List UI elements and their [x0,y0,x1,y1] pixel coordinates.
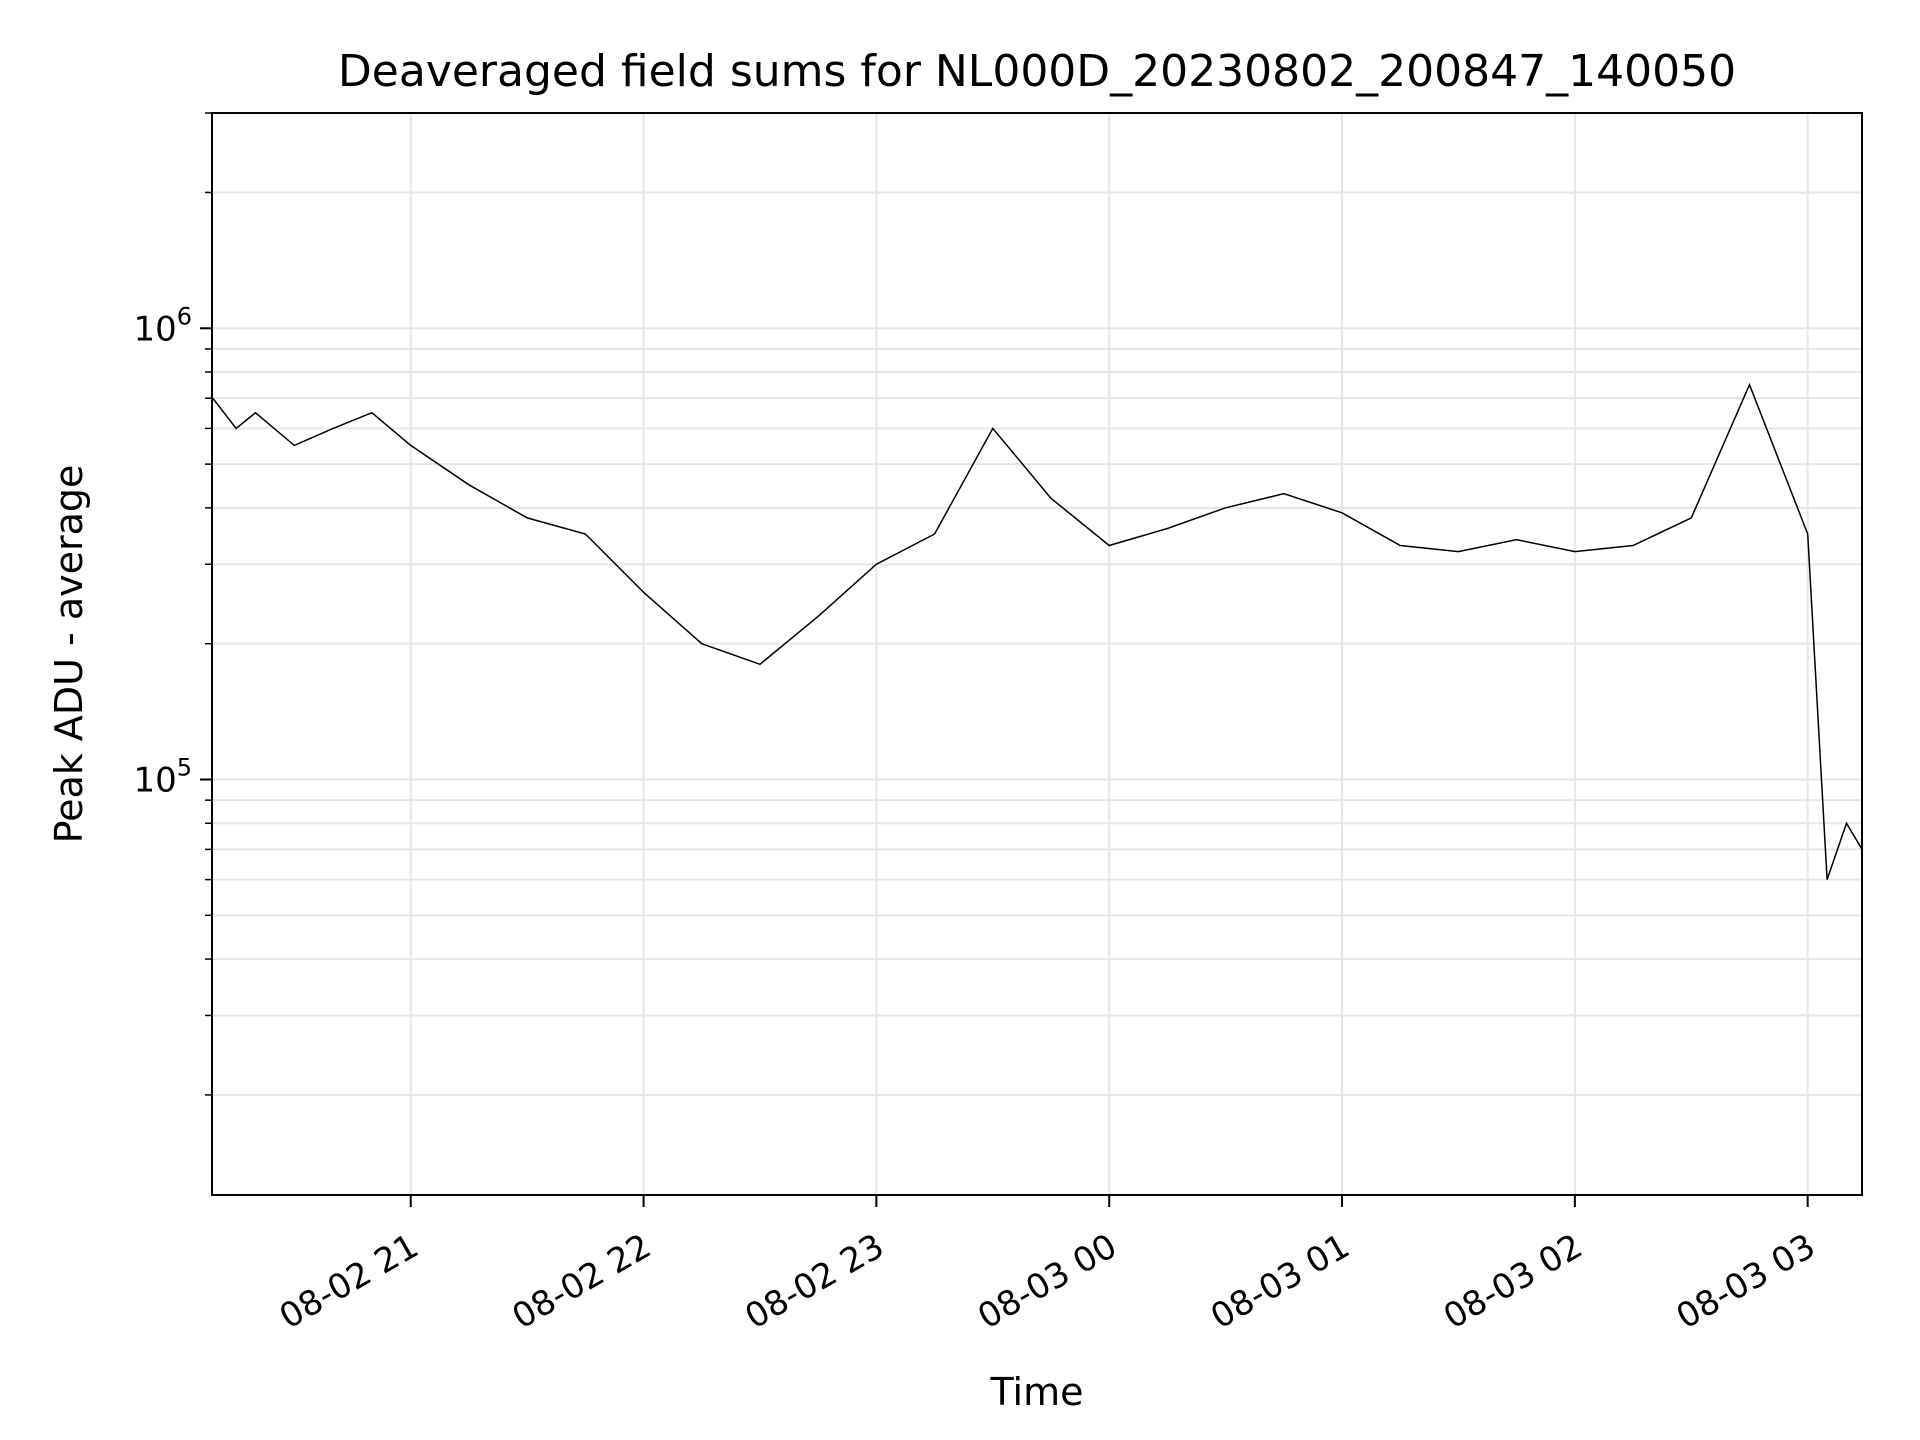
chart-title: Deaveraged field sums for NL000D_2023080… [338,46,1736,97]
y-tick-label: 105 [133,754,192,801]
y-axis-label: Peak ADU - average [47,465,91,844]
y-tick-label: 106 [133,302,192,349]
grid [212,112,1862,1195]
series-line [212,382,1863,880]
plot-frame [211,112,1863,1196]
x-axis-label: Time [990,1370,1084,1414]
